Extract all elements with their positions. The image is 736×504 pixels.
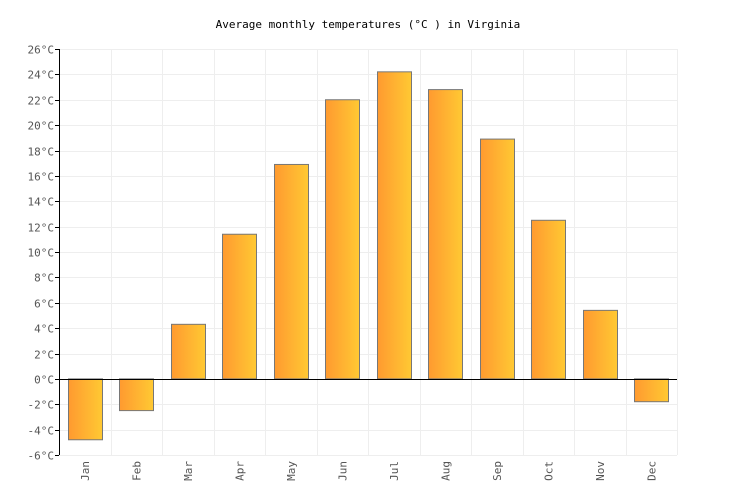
bar-feb — [119, 378, 154, 412]
chart-title: Average monthly temperatures (°C ) in Vi… — [216, 18, 521, 31]
bar-apr — [222, 233, 257, 380]
y-tick-label: 4°C — [34, 323, 54, 336]
x-tick-label: Nov — [594, 461, 607, 481]
bar-jan — [68, 378, 103, 441]
bar-jun — [325, 99, 360, 380]
y-tick-label: 14°C — [28, 196, 55, 209]
y-tick-label: 22°C — [28, 95, 55, 108]
bar-may — [274, 163, 309, 380]
x-tick-label: Sep — [491, 461, 504, 481]
x-tick-label: Jan — [79, 461, 92, 481]
y-tick-label: 12°C — [28, 222, 55, 235]
bar-sep — [480, 138, 515, 380]
bar-mar — [171, 323, 206, 380]
bar-nov — [583, 309, 618, 380]
y-tick-label: 26°C — [28, 44, 55, 57]
y-tick-label: 0°C — [34, 374, 54, 387]
x-tick-label: May — [285, 461, 298, 481]
x-tick-label: Jun — [336, 461, 349, 481]
x-tick-label: Oct — [542, 461, 555, 481]
y-tick-label: 2°C — [34, 349, 54, 362]
y-tick-label: 20°C — [28, 120, 55, 133]
x-tick-label: Mar — [182, 461, 195, 481]
x-tick-label: Feb — [130, 461, 143, 481]
bar-aug — [428, 89, 463, 380]
x-tick-label: Aug — [439, 461, 452, 481]
y-tick-label: 6°C — [34, 298, 54, 311]
x-tick-label: Dec — [645, 461, 658, 481]
y-tick-label: 10°C — [28, 247, 55, 260]
bar-dec — [634, 378, 669, 403]
y-tick-label: 16°C — [28, 171, 55, 184]
y-tick-labels: -6°C -4°C -2°C 0°C 2°C 4°C 6°C 8°C 10°C 12°C 14°C 1… — [28, 44, 55, 463]
y-tick-label: 24°C — [28, 69, 55, 82]
x-tick-labels: Jan Feb Mar Apr May Jun Jul Aug Sep Oct Nov Dec — [79, 461, 659, 481]
y-tick-label: -2°C — [28, 399, 55, 412]
bar-oct — [531, 219, 566, 380]
y-tick-label: -6°C — [28, 450, 55, 463]
y-tick-label: 8°C — [34, 272, 54, 285]
axes — [55, 49, 677, 456]
x-tick-label: Jul — [388, 461, 401, 481]
y-tick-label: -4°C — [28, 425, 55, 438]
bar-jul — [377, 71, 412, 380]
grid — [59, 49, 678, 456]
y-tick-label: 18°C — [28, 146, 55, 159]
bars — [68, 71, 669, 441]
x-tick-label: Apr — [233, 461, 246, 481]
